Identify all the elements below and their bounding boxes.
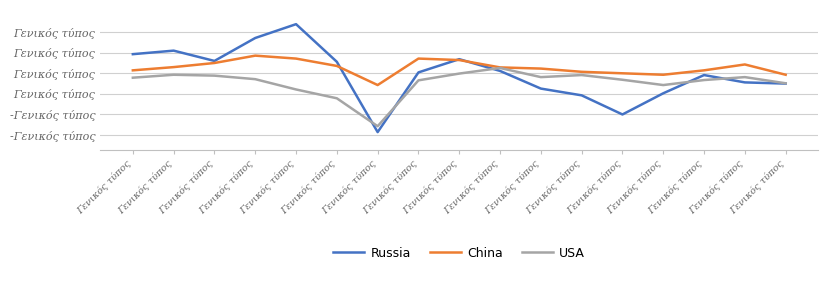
USA	[536, 75, 546, 79]
USA	[617, 78, 627, 82]
Russia	[169, 49, 179, 52]
Russia	[413, 71, 423, 74]
USA	[454, 72, 464, 75]
China	[291, 57, 301, 60]
USA	[250, 77, 261, 81]
Russia	[658, 92, 668, 95]
China	[372, 83, 382, 87]
China	[331, 64, 342, 68]
China	[250, 54, 261, 57]
China	[658, 73, 668, 77]
Russia	[617, 113, 627, 116]
Legend: Russia, China, USA: Russia, China, USA	[328, 242, 590, 265]
China	[454, 58, 464, 62]
Russia	[331, 60, 342, 64]
USA	[210, 74, 220, 77]
USA	[495, 66, 505, 70]
USA	[128, 76, 138, 79]
Russia	[210, 59, 220, 63]
USA	[658, 83, 668, 87]
USA	[291, 88, 301, 91]
USA	[781, 82, 791, 85]
China	[617, 71, 627, 75]
USA	[740, 75, 750, 79]
USA	[699, 78, 709, 82]
Russia	[250, 36, 261, 40]
Russia	[781, 82, 791, 85]
Russia	[372, 130, 382, 134]
China	[210, 61, 220, 65]
Russia	[128, 52, 138, 56]
China	[413, 57, 423, 60]
Russia	[454, 57, 464, 61]
USA	[413, 79, 423, 82]
USA	[169, 73, 179, 77]
USA	[331, 96, 342, 100]
Russia	[536, 87, 546, 90]
China	[495, 66, 505, 69]
Russia	[577, 94, 587, 97]
China	[536, 67, 546, 70]
China	[699, 69, 709, 72]
China	[577, 70, 587, 73]
USA	[577, 73, 587, 77]
Russia	[740, 81, 750, 84]
Russia	[291, 22, 301, 26]
Line: China: China	[133, 56, 786, 85]
Russia	[495, 69, 505, 73]
Line: USA: USA	[133, 68, 786, 126]
China	[169, 65, 179, 69]
USA	[372, 124, 382, 128]
Russia	[699, 73, 709, 77]
China	[128, 69, 138, 72]
China	[740, 63, 750, 66]
Line: Russia: Russia	[133, 24, 786, 132]
China	[781, 73, 791, 77]
